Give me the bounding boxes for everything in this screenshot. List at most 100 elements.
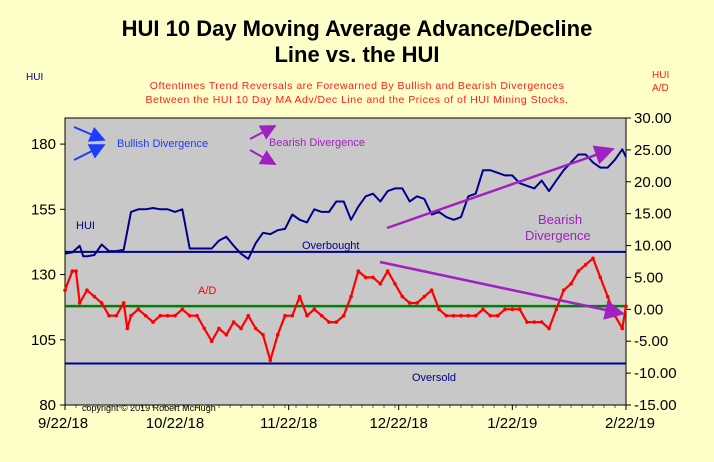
ad-data-point xyxy=(576,269,581,273)
ad-data-point xyxy=(77,301,82,305)
annotations: Bullish Divergence Bearish Divergence Be… xyxy=(73,125,625,413)
ad-data-point xyxy=(393,282,397,286)
ad-data-point xyxy=(85,288,89,293)
ad-data-point xyxy=(297,294,302,299)
copyright-text: copyright © 2019 Robert McHugh xyxy=(82,403,216,413)
ad-data-point xyxy=(620,326,625,331)
ad-data-point xyxy=(165,313,170,318)
ad-data-point xyxy=(187,313,192,318)
ad-data-point xyxy=(598,275,603,280)
ad-data-point xyxy=(121,301,126,305)
ad-data-point xyxy=(202,326,207,331)
x-axis: 9/22/18 10/22/18 11/22/18 12/22/18 1/22/19 2/… xyxy=(38,405,655,432)
ad-data-point xyxy=(114,313,119,318)
ad-data-point xyxy=(239,326,243,331)
ad-data-point xyxy=(217,326,221,331)
ad-data-point xyxy=(158,313,163,318)
bullish-arrow-down xyxy=(73,126,106,142)
ad-data-point xyxy=(349,294,353,299)
ad-data-point xyxy=(136,307,141,312)
right-tick-label: 20.00 xyxy=(634,174,672,191)
ad-data-point xyxy=(624,304,628,308)
ad-data-point xyxy=(525,320,529,324)
right-axis-title-ad: A/D xyxy=(652,83,669,94)
bearish-trendline-hui xyxy=(386,145,615,230)
ad-data-point xyxy=(63,288,67,293)
chart-title-line2: Line vs. the HUI xyxy=(274,42,440,67)
ad-data-point xyxy=(327,320,331,324)
ad-data-point xyxy=(437,307,441,312)
right-tick-label: -5.00 xyxy=(634,333,668,350)
ad-data-point xyxy=(125,326,130,331)
ad-data-point xyxy=(70,269,75,273)
ad-data-point xyxy=(107,313,111,318)
hui-series-label: HUI xyxy=(76,220,95,232)
right-tick-label: 15.00 xyxy=(634,206,672,223)
ad-data-point xyxy=(231,320,236,324)
chart-subtitle-line1: Oftentimes Trend Reversals are Forewarne… xyxy=(149,80,565,92)
ad-data-point xyxy=(195,313,199,318)
ad-data-point xyxy=(422,294,427,299)
ad-data-point xyxy=(253,326,258,331)
ad-data-point xyxy=(400,294,405,299)
x-tick-label: 10/22/18 xyxy=(146,415,204,432)
right-axis-title-hui: HUI xyxy=(652,70,670,81)
ad-data-point xyxy=(466,313,471,318)
bearish-arrow-up xyxy=(249,125,277,140)
ad-data-point xyxy=(312,307,317,312)
x-tick-label: 2/22/19 xyxy=(605,415,655,432)
right-tick-label: 30.00 xyxy=(634,110,672,127)
ad-data-point xyxy=(605,294,610,299)
ad-data-point xyxy=(143,313,148,318)
ad-data-point xyxy=(92,294,97,299)
ad-data-point xyxy=(539,320,544,324)
ad-data-point xyxy=(305,313,309,318)
ad-data-point xyxy=(583,262,588,267)
ad-data-point xyxy=(319,313,324,318)
hui-series-line xyxy=(64,148,627,260)
right-tick-label: 0.00 xyxy=(634,301,663,318)
bullish-arrow-up xyxy=(73,144,106,161)
left-tick-label: 130 xyxy=(31,267,56,284)
right-tick-label: 25.00 xyxy=(634,142,672,159)
ad-data-point xyxy=(429,288,434,293)
ad-data-point xyxy=(503,307,507,312)
left-axis-title: HUI xyxy=(26,72,44,83)
right-tick-label: -10.00 xyxy=(634,365,677,382)
ad-data-point xyxy=(488,313,493,318)
plot-area xyxy=(64,117,627,406)
x-tick-label: 11/22/18 xyxy=(260,415,317,432)
ad-data-point xyxy=(569,282,573,286)
ad-data-point xyxy=(334,320,339,324)
ad-data-point xyxy=(129,313,133,318)
ad-data-point xyxy=(180,307,185,312)
ad-data-point xyxy=(275,333,280,337)
bearish-on-chart-label-2: Divergence xyxy=(525,228,591,243)
ad-data-point xyxy=(495,313,500,318)
ad-data-point xyxy=(378,282,383,286)
ad-series-label: A/D xyxy=(198,285,216,297)
bearish-trendline-ad xyxy=(379,260,625,320)
ad-data-point xyxy=(407,301,412,305)
ad-data-point xyxy=(268,358,273,363)
x-tick-label: 12/22/18 xyxy=(369,415,427,432)
ad-data-point xyxy=(283,313,287,318)
x-tick-label: 1/22/19 xyxy=(487,415,537,432)
ad-data-point xyxy=(246,313,251,318)
ad-data-point xyxy=(613,313,617,318)
ad-data-point xyxy=(554,307,559,312)
ad-data-point xyxy=(517,307,522,312)
ad-data-point xyxy=(209,339,214,344)
oversold-label: Oversold xyxy=(412,372,456,384)
ad-data-point xyxy=(481,307,485,312)
left-tick-label: 80 xyxy=(39,397,56,414)
left-tick-label: 105 xyxy=(31,332,56,349)
series-group xyxy=(63,148,628,363)
right-tick-label: 10.00 xyxy=(634,238,672,255)
ad-data-point xyxy=(151,320,155,324)
ad-data-point xyxy=(510,307,515,312)
left-tick-label: 155 xyxy=(31,201,56,218)
ad-data-point xyxy=(356,269,361,273)
